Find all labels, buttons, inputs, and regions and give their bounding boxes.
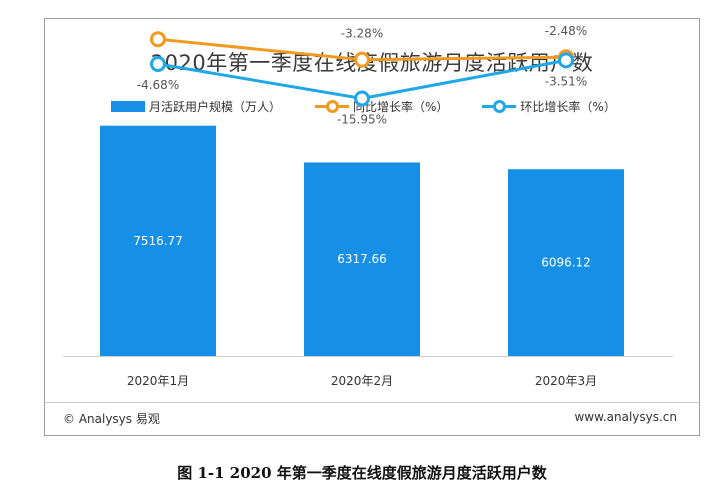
bar-2 [304,162,420,356]
chart-plot-area: 7516.77 6317.66 6096.12 2020年1月 2020年2月 2020年… [63,19,673,388]
website-label: www.analysys.cn [574,410,677,424]
mom-data-label-3: -3.51% [545,74,587,88]
source-label: © Analysys 易观 [63,412,160,426]
legend-swatch-mom [482,100,517,113]
bar-3 [508,169,624,356]
bar-value-label-3: 6096.12 [541,256,591,270]
bar-1 [100,125,216,356]
mom-data-label-2: -15.95% [337,113,387,127]
yoy-data-label-2: -3.28% [341,27,383,41]
x-tick-label-1: 2020年1月 [127,374,189,388]
x-tick-label-2: 2020年2月 [331,374,393,388]
mom-point-1 [150,55,166,72]
legend-item-users: 月活跃用户规模（万人） [111,98,281,115]
yoy-data-label-1: 3.41% [139,19,177,20]
yoy-point-1 [150,31,166,48]
chart-legend: 月活跃用户规模（万人） 同比增长率（%） 环比增长率（%） [111,96,616,116]
mom-point-2 [354,90,370,107]
footer-divider [45,402,699,403]
legend-label-users: 月活跃用户规模（万人） [149,99,282,114]
yoy-point-2 [354,51,370,68]
legend-item-yoy: 同比增长率（%） [315,98,448,115]
chart-frame: 2020年第一季度在线度假旅游月度活跃用户数 月活跃用户规模（万人） 同比增长率… [44,18,700,436]
figure-caption: 图 1-1 2020 年第一季度在线度假旅游月度活跃用户数 [177,464,547,482]
yoy-data-label-3: -2.48% [545,24,587,38]
legend-label-mom: 环比增长率（%） [520,99,616,114]
chart-title: 2020年第一季度在线度假旅游月度活跃用户数 [150,51,594,75]
legend-swatch-yoy [315,100,350,113]
legend-label-yoy: 同比增长率（%） [353,99,449,114]
mom-point-3 [558,52,574,69]
mom-data-label-1: -4.68% [137,78,179,92]
bar-value-label-2: 6317.66 [337,252,387,266]
legend-swatch-bar [111,100,145,112]
bar-value-label-1: 7516.77 [133,234,183,248]
legend-item-mom: 环比增长率（%） [482,98,616,115]
x-tick-label-3: 2020年3月 [535,374,597,388]
